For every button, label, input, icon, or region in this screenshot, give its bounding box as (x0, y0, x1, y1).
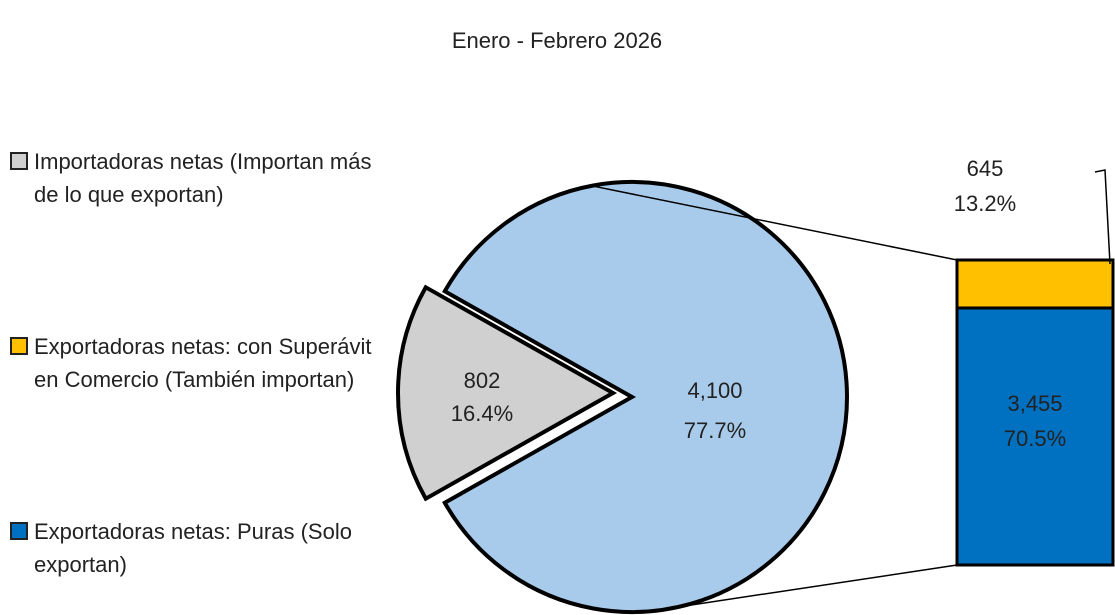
legend-entry: Exportadoras netas: Puras (Solo exportan… (10, 515, 394, 581)
legend-swatch (10, 152, 28, 170)
legend-entry: Exportadoras netas: con Superávit en Com… (10, 330, 394, 396)
data-label: 802 (464, 368, 501, 393)
pie-slice (396, 284, 618, 502)
legend-label: Importadoras netas (Importan más de lo q… (34, 149, 372, 207)
data-label: 70.5% (1004, 426, 1066, 451)
bar-segment (955, 306, 1115, 567)
data-label: 645 (967, 156, 1004, 181)
data-label: 13.2% (954, 191, 1016, 216)
legend-swatch (10, 337, 28, 355)
data-label: 4,100 (687, 378, 742, 403)
legend-swatch (10, 522, 28, 540)
leader-line (1094, 169, 1111, 265)
legend-label: Exportadoras netas: Puras (Solo exportan… (34, 519, 352, 577)
bar-segment (955, 258, 1115, 310)
data-label: 16.4% (451, 401, 513, 426)
pie-slice (442, 180, 849, 614)
connector (678, 564, 958, 608)
legend-entry: Importadoras netas (Importan más de lo q… (10, 145, 394, 211)
legend-label: Exportadoras netas: con Superávit en Com… (34, 334, 372, 392)
data-label: 77.7% (684, 418, 746, 443)
data-label: 3,455 (1007, 391, 1062, 416)
connector (591, 185, 958, 261)
chart-title: Enero - Febrero 2026 (452, 28, 662, 53)
